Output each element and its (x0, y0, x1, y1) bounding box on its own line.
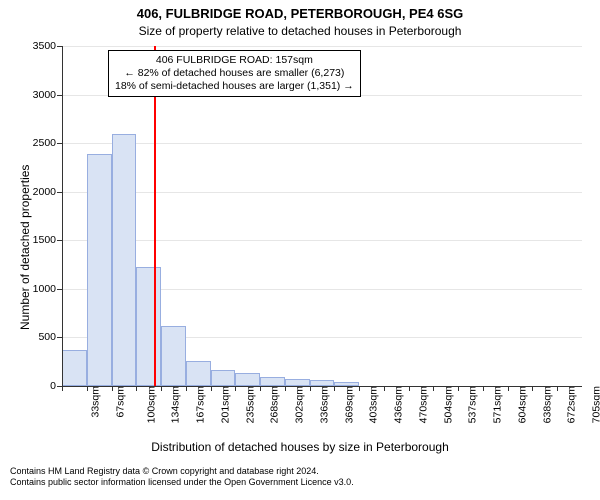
xtick-label: 571sqm (488, 386, 504, 423)
gridline (62, 143, 582, 144)
attribution-line-2: Contains public sector information licen… (0, 477, 600, 488)
xtick-label: 201sqm (215, 386, 231, 423)
y-axis-line (62, 46, 63, 386)
chart-subtitle: Size of property relative to detached ho… (0, 24, 600, 38)
xtick-label: 336sqm (314, 386, 330, 423)
attribution-text: Contains HM Land Registry data © Crown c… (0, 466, 600, 489)
xtick-label: 302sqm (289, 386, 305, 423)
xtick-label: 134sqm (166, 386, 182, 423)
xtick-label: 470sqm (413, 386, 429, 423)
ytick-label: 2500 (33, 137, 62, 149)
xtick-label: 33sqm (86, 386, 102, 418)
attribution-line-1: Contains HM Land Registry data © Crown c… (0, 466, 600, 477)
annotation-line-1: 406 FULBRIDGE ROAD: 157sqm (115, 54, 354, 67)
gridline (62, 46, 582, 47)
xtick-label: 604sqm (512, 386, 528, 423)
xtick-label: 672sqm (562, 386, 578, 423)
ytick-label: 3000 (33, 89, 62, 101)
y-axis-label: Number of detached properties (18, 165, 32, 330)
x-axis-line (62, 386, 582, 387)
histogram-bar (136, 267, 161, 386)
histogram-bar (186, 361, 211, 386)
histogram-bar (260, 377, 285, 386)
xtick-label: 67sqm (110, 386, 126, 418)
ytick-label: 1000 (33, 283, 62, 295)
ytick-label: 500 (38, 331, 62, 343)
xtick-label: 705sqm (587, 386, 600, 423)
xtick-label: 403sqm (364, 386, 380, 423)
xtick-label: 537sqm (463, 386, 479, 423)
annotation-line-2: ← 82% of detached houses are smaller (6,… (115, 67, 354, 80)
histogram-bar (161, 326, 186, 386)
gridline (62, 240, 582, 241)
x-axis-label: Distribution of detached houses by size … (0, 440, 600, 454)
xtick-label: 100sqm (141, 386, 157, 423)
xtick-label: 638sqm (537, 386, 553, 423)
chart-title: 406, FULBRIDGE ROAD, PETERBOROUGH, PE4 6… (0, 6, 600, 21)
ytick-label: 3500 (33, 40, 62, 52)
histogram-bar (112, 134, 137, 386)
xtick-label: 436sqm (389, 386, 405, 423)
ytick-label: 2000 (33, 186, 62, 198)
ytick-label: 1500 (33, 234, 62, 246)
histogram-bar (211, 370, 236, 387)
histogram-bar (62, 350, 87, 386)
histogram-bar (235, 373, 260, 386)
plot-area: 050010001500200025003000350033sqm67sqm10… (62, 46, 582, 386)
xtick-label: 235sqm (240, 386, 256, 423)
xtick-label: 369sqm (339, 386, 355, 423)
histogram-bar (285, 379, 310, 386)
histogram-bar (87, 154, 112, 386)
xtick-label: 167sqm (190, 386, 206, 423)
annotation-line-3: 18% of semi-detached houses are larger (… (115, 80, 354, 93)
xtick-label: 504sqm (438, 386, 454, 423)
annotation-box: 406 FULBRIDGE ROAD: 157sqm← 82% of detac… (108, 50, 361, 97)
ytick-label: 0 (50, 380, 62, 392)
gridline (62, 192, 582, 193)
xtick-label: 268sqm (265, 386, 281, 423)
